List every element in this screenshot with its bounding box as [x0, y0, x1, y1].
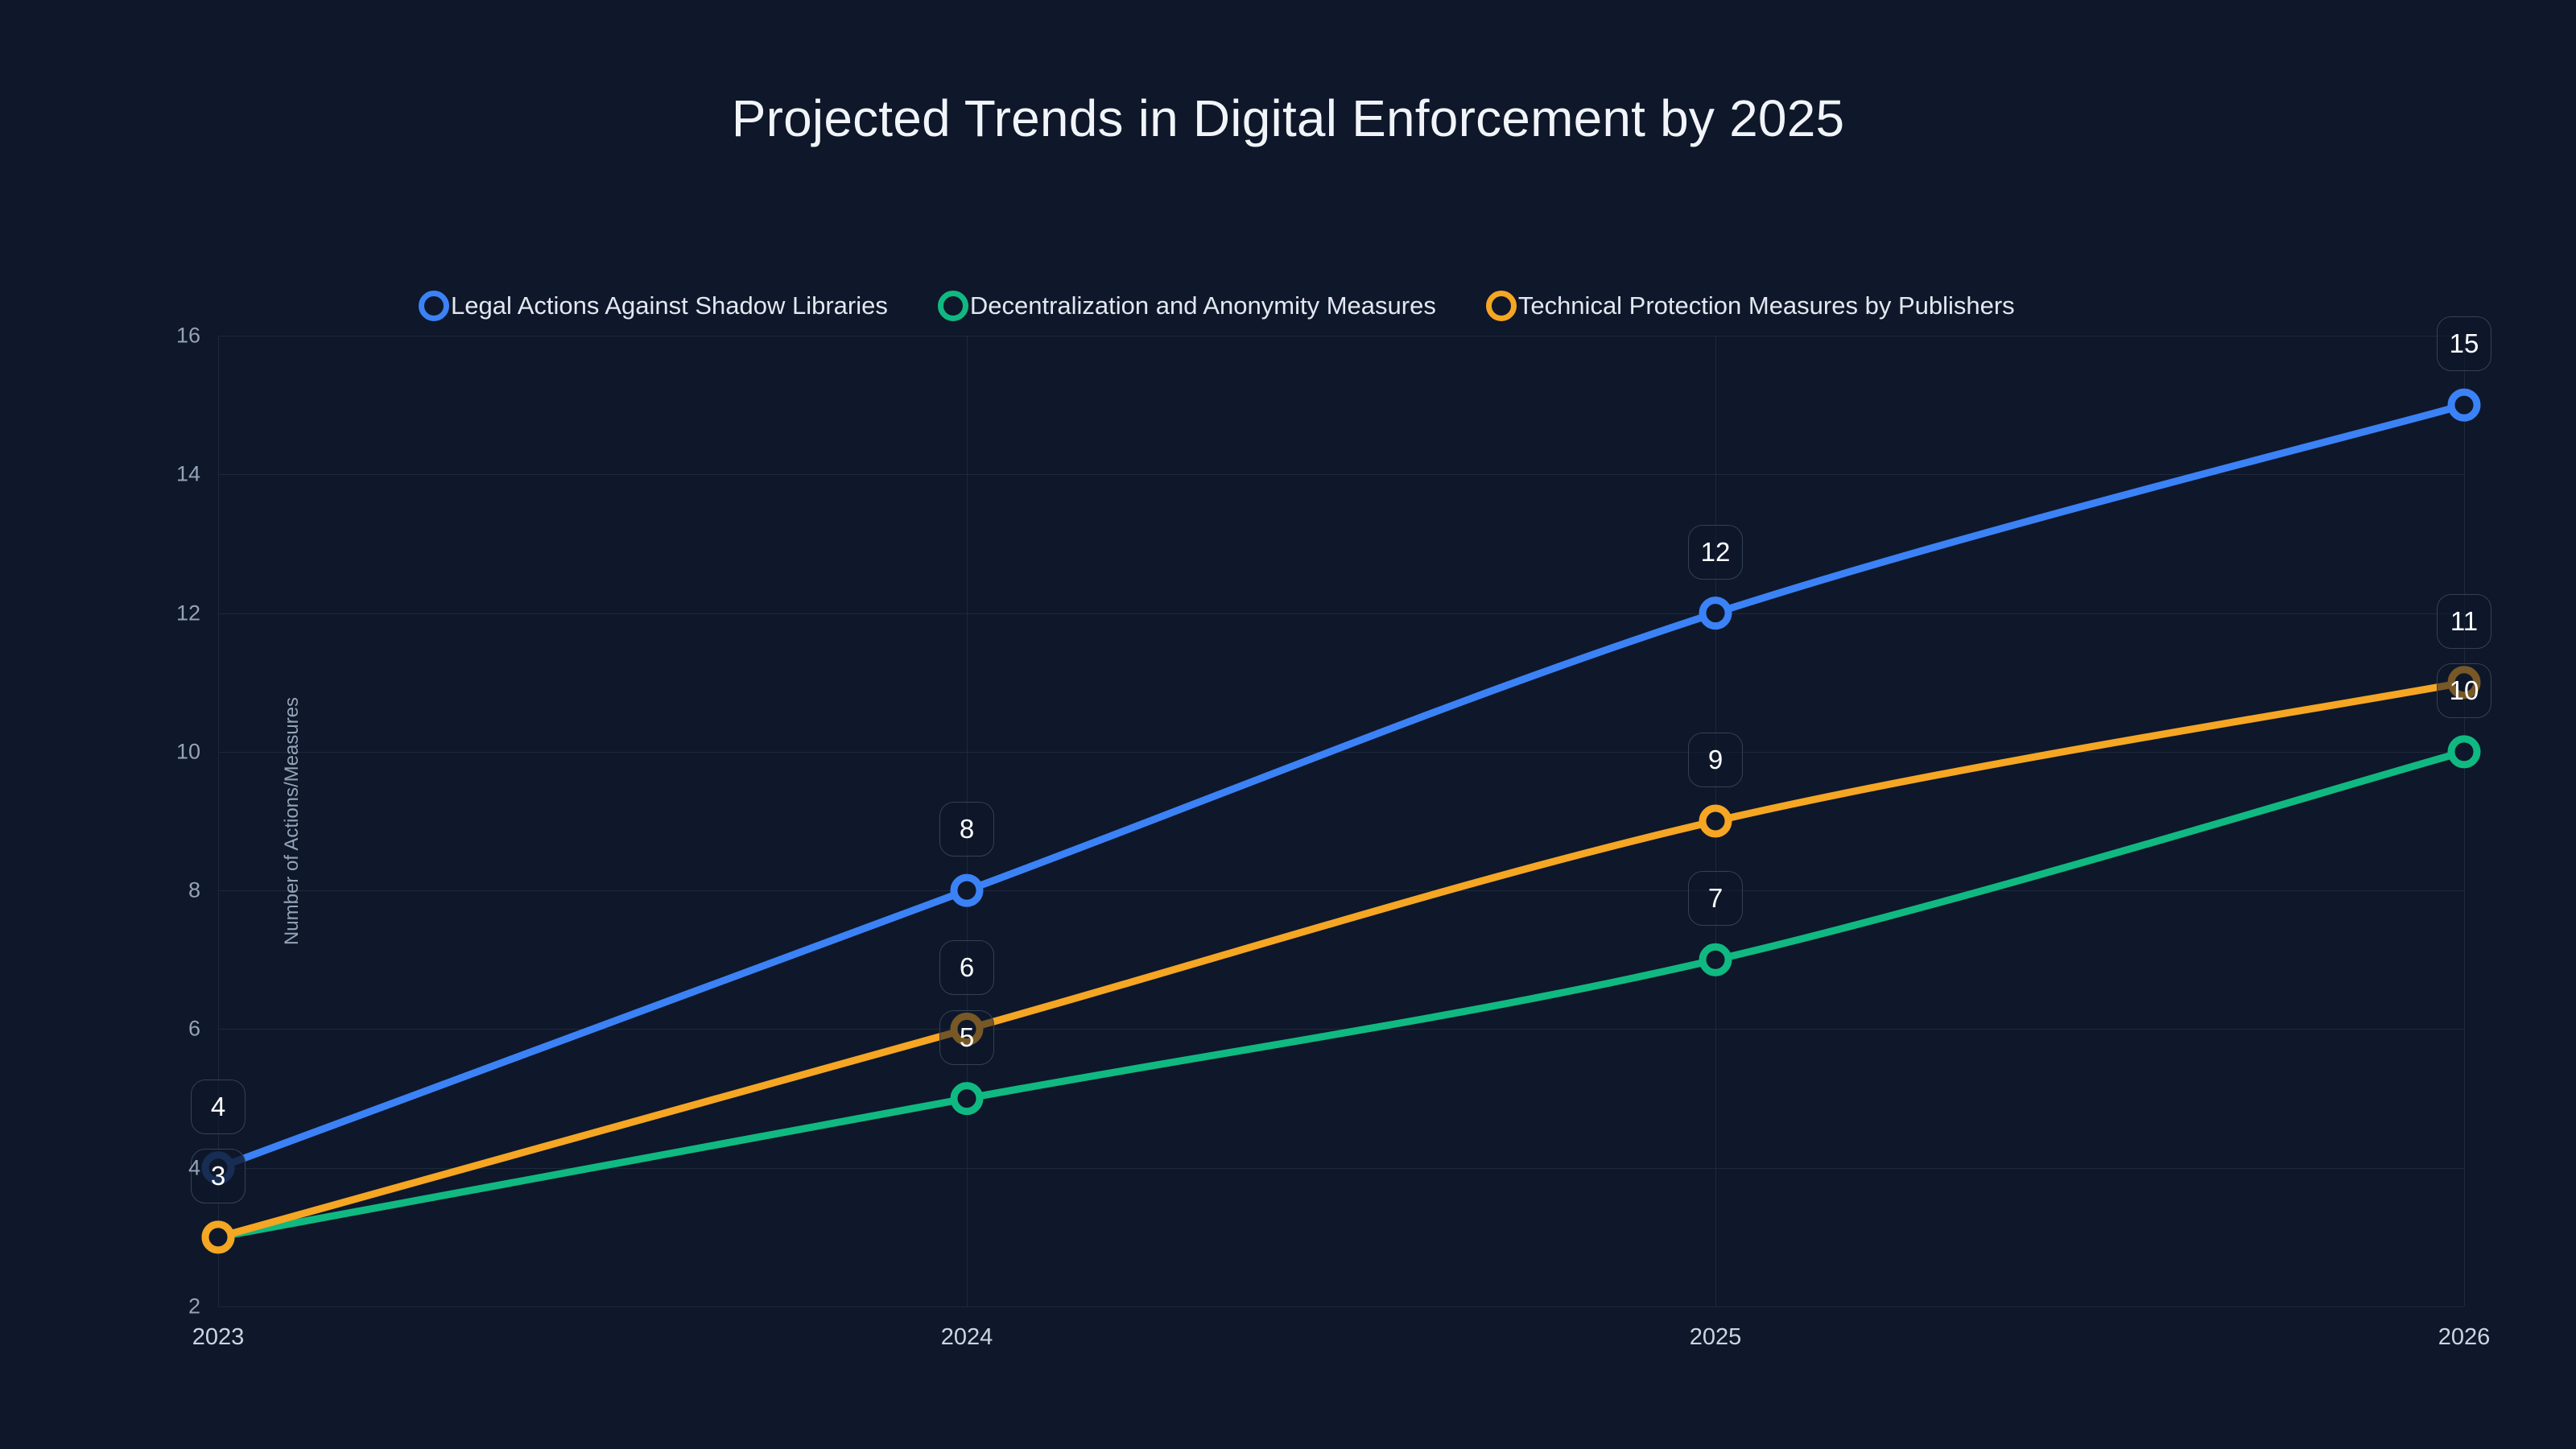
data-point-marker[interactable]	[1699, 804, 1732, 838]
y-axis-tick-label: 8	[188, 877, 200, 902]
legend-label: Technical Protection Measures by Publish…	[1517, 291, 2015, 320]
grid-line-vertical	[2464, 336, 2465, 1307]
legend-item-technical-protection[interactable]: Technical Protection Measures by Publish…	[1485, 283, 2015, 328]
data-point-label: 12	[1688, 524, 1743, 580]
data-point-label: 5	[939, 1009, 994, 1065]
data-point-label: 15	[2437, 316, 2491, 372]
y-axis-tick-label: 4	[188, 1155, 200, 1180]
series-group	[201, 666, 2481, 1254]
data-point-marker[interactable]	[2447, 735, 2481, 769]
series-line	[214, 679, 2468, 1241]
series-layer	[201, 388, 2481, 1254]
chart-legend: Legal Actions Against Shadow Libraries D…	[419, 283, 2065, 328]
legend-swatch-ring-icon	[1485, 291, 1517, 321]
legend-swatch-ring-icon	[937, 291, 968, 321]
y-axis-tick-label: 6	[188, 1016, 200, 1041]
y-axis-tick-label: 10	[175, 739, 200, 764]
grid-line-horizontal	[218, 1167, 2464, 1169]
y-axis-tick-label: 16	[175, 323, 200, 348]
data-point-label: 11	[2437, 593, 2491, 649]
series-group	[201, 735, 2481, 1254]
data-point-marker[interactable]	[201, 1220, 235, 1254]
y-axis-tick-label: 14	[175, 461, 200, 486]
series-line	[214, 401, 2468, 1172]
data-point-marker[interactable]	[950, 1082, 984, 1116]
legend-label: Legal Actions Against Shadow Libraries	[451, 291, 888, 320]
data-point-marker[interactable]	[950, 873, 984, 907]
data-point-label: 7	[1688, 871, 1743, 927]
series-group	[201, 388, 2481, 1185]
grid-line-horizontal	[218, 474, 2464, 476]
data-point-label: 3	[191, 1148, 246, 1203]
x-axis-tick-label: 2025	[1689, 1324, 1742, 1350]
x-axis-tick-label: 2024	[940, 1324, 993, 1350]
page-title: Projected Trends in Digital Enforcement …	[731, 89, 1845, 147]
x-axis-tick-label: 2023	[192, 1324, 245, 1350]
legend-item-decentralization[interactable]: Decentralization and Anonymity Measures	[937, 283, 1436, 328]
grid-line-vertical	[218, 336, 219, 1307]
legend-label: Decentralization and Anonymity Measures	[969, 291, 1436, 320]
data-point-marker[interactable]	[1699, 597, 1732, 630]
y-axis-tick-label: 12	[175, 601, 200, 625]
x-axis-tick-label: 2026	[2438, 1324, 2491, 1350]
grid-line-horizontal	[218, 1029, 2464, 1030]
data-point-marker[interactable]	[1699, 943, 1732, 976]
data-point-label: 9	[1688, 733, 1743, 787]
y-axis-tick-label: 2	[188, 1294, 200, 1319]
y-axis-title: Number of Actions/Measures	[281, 696, 303, 946]
legend-item-legal-actions[interactable]: Legal Actions Against Shadow Libraries	[419, 283, 888, 328]
series-line	[214, 748, 2468, 1241]
data-point-marker[interactable]	[2447, 388, 2481, 422]
data-point-label: 8	[939, 802, 994, 857]
grid-line-horizontal	[218, 613, 2464, 614]
grid-line-horizontal	[218, 751, 2464, 753]
data-point-label: 4	[191, 1079, 246, 1134]
data-point-label: 6	[939, 940, 994, 996]
legend-swatch-ring-icon	[419, 291, 449, 321]
plot-area: 4812153571036911 Number of Actions/Measu…	[191, 316, 2491, 1307]
grid-line-horizontal	[218, 890, 2464, 892]
data-point-label: 10	[2437, 663, 2491, 718]
